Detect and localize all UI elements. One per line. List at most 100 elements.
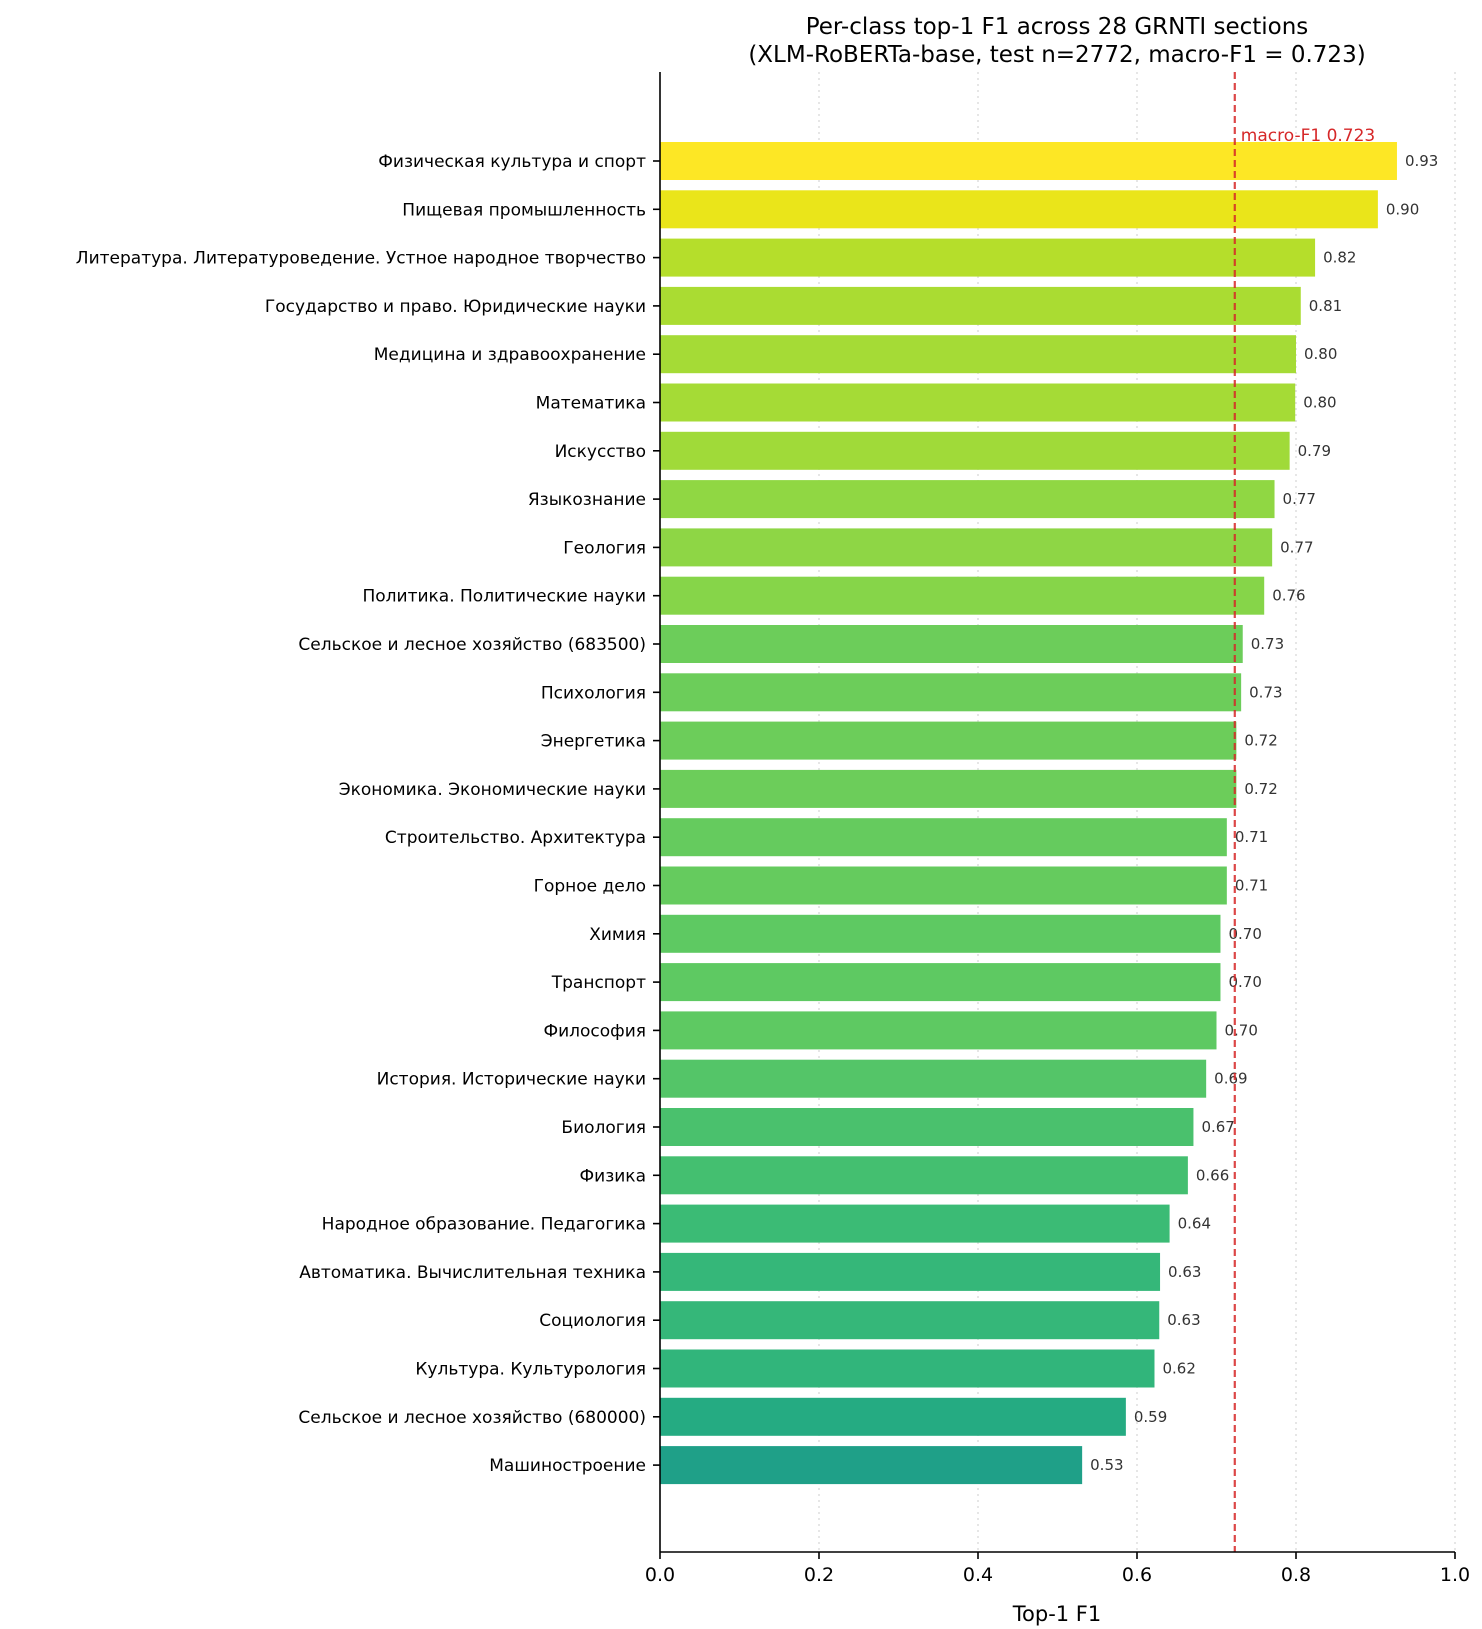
bar [660, 286, 1301, 325]
value-label: 0.63 [1168, 1263, 1201, 1281]
bar [660, 1349, 1155, 1388]
bar [660, 142, 1397, 180]
bar [660, 721, 1237, 760]
value-label: 0.82 [1323, 249, 1356, 267]
bar [660, 1108, 1194, 1146]
value-label: 0.77 [1283, 490, 1316, 508]
bar [660, 480, 1275, 519]
value-label: 0.70 [1228, 925, 1261, 943]
bar [660, 1059, 1207, 1098]
category-label: Пищевая промышленность [402, 200, 646, 220]
bar [660, 1301, 1160, 1340]
category-label: Литература. Литературоведение. Устное на… [76, 249, 646, 269]
bar [660, 818, 1227, 857]
value-label: 0.62 [1162, 1360, 1195, 1378]
value-label: 0.71 [1235, 877, 1268, 895]
category-label: Искусство [555, 442, 646, 462]
value-labels: 0.93 0.90 0.82 0.81 0.80 0.80 0.79 0.77 0.77 0.76… [1090, 152, 1438, 1474]
value-label: 0.76 [1272, 587, 1305, 605]
bar [660, 335, 1296, 374]
category-label: Биология [561, 1118, 646, 1138]
value-label: 0.69 [1214, 1070, 1247, 1088]
bar [660, 769, 1237, 808]
bar [660, 238, 1316, 277]
category-label: Автоматика. Вычислительная техника [299, 1263, 646, 1283]
bar [660, 1397, 1126, 1436]
x-tick-label: 0.6 [1122, 1564, 1152, 1586]
value-label: 0.71 [1235, 828, 1268, 846]
category-label: Строительство. Архитектура [385, 828, 646, 848]
value-label: 0.80 [1304, 345, 1337, 363]
category-label: Народное образование. Педагогика [322, 1215, 646, 1235]
bar [660, 431, 1290, 470]
bar [660, 866, 1227, 905]
category-labels: Физическая культура и спорт Пищевая промы… [76, 152, 646, 1476]
category-label: Энергетика [541, 732, 646, 752]
chart-title: Per-class top-1 F1 across 28 GRNTI secti… [806, 14, 1309, 40]
x-tick-label: 0.4 [963, 1564, 993, 1586]
category-label: Сельское и лесное хозяйство (680000) [298, 1408, 646, 1428]
value-label: 0.79 [1298, 442, 1331, 460]
bar [660, 1252, 1161, 1291]
category-label: Культура. Культурология [415, 1360, 646, 1380]
value-label: 0.80 [1303, 394, 1336, 412]
category-label: Политика. Политические науки [362, 587, 646, 607]
bar [660, 1011, 1217, 1050]
category-label: Государство и право. Юридические науки [265, 297, 646, 317]
bar [660, 1446, 1083, 1485]
bar [660, 1204, 1170, 1243]
value-label: 0.59 [1134, 1408, 1167, 1426]
x-tick-label: 0.0 [645, 1564, 675, 1586]
value-label: 0.64 [1178, 1215, 1211, 1233]
category-label: Транспорт [551, 973, 646, 993]
category-label: Физика [580, 1166, 646, 1186]
chart-subtitle: (XLM-RoBERTa-base, test n=2772, macro-F1… [748, 42, 1365, 68]
bar [660, 528, 1273, 567]
x-tick-label: 0.2 [804, 1564, 834, 1586]
value-label: 0.67 [1201, 1118, 1234, 1136]
value-label: 0.81 [1309, 297, 1342, 315]
category-label: Физическая культура и спорт [378, 152, 646, 172]
x-axis-label: Top-1 F1 [1012, 1602, 1102, 1626]
bar [660, 963, 1221, 1002]
macro-f1-reference: macro-F1 0.723 [1233, 72, 1375, 1552]
category-label: Экономика. Экономические науки [339, 780, 646, 800]
value-label: 0.93 [1405, 152, 1438, 170]
category-label: Психология [541, 683, 646, 703]
category-label: Машиностроение [489, 1456, 646, 1476]
value-label: 0.70 [1225, 1021, 1258, 1039]
bar [660, 383, 1296, 422]
category-label: Математика [536, 394, 646, 414]
value-label: 0.72 [1244, 780, 1277, 798]
value-label: 0.73 [1249, 683, 1282, 701]
value-label: 0.66 [1196, 1166, 1229, 1184]
value-label: 0.70 [1228, 973, 1261, 991]
value-label: 0.72 [1244, 732, 1277, 750]
x-tick-label: 1.0 [1440, 1564, 1470, 1586]
category-label: Социология [539, 1311, 646, 1331]
bar [660, 190, 1378, 229]
bar [660, 576, 1265, 615]
bar [660, 914, 1221, 953]
bar [660, 1156, 1188, 1195]
x-tick-label: 0.8 [1281, 1564, 1311, 1586]
bar [660, 673, 1242, 712]
axes: 0.0 0.2 0.4 0.6 0.8 1.0 [645, 72, 1470, 1586]
value-label: 0.90 [1386, 200, 1419, 218]
value-label: 0.63 [1167, 1311, 1200, 1329]
category-label: Философия [543, 1021, 646, 1041]
bars [660, 142, 1397, 1485]
value-label: 0.53 [1090, 1456, 1123, 1474]
category-label: История. Исторические науки [377, 1070, 646, 1090]
macro-f1-label: macro-F1 0.723 [1241, 126, 1375, 146]
bar [660, 625, 1243, 663]
category-label: Медицина и здравоохранение [374, 345, 646, 365]
category-label: Химия [589, 925, 646, 945]
category-label: Горное дело [534, 877, 646, 897]
category-label: Сельское и лесное хозяйство (683500) [298, 635, 646, 655]
value-label: 0.77 [1280, 538, 1313, 556]
category-label: Геология [563, 538, 646, 558]
value-label: 0.73 [1251, 635, 1284, 653]
category-label: Языкознание [528, 490, 646, 510]
